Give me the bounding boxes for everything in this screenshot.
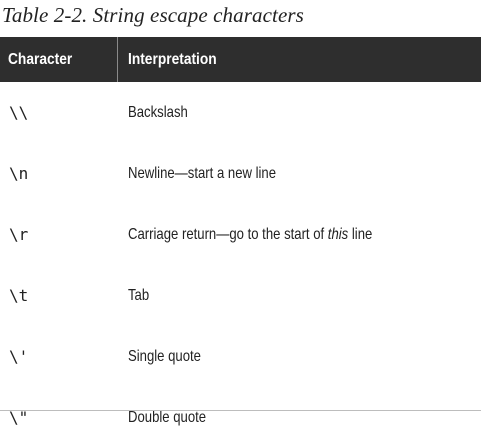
row-character: \n — [9, 164, 29, 183]
row-character: \" — [9, 408, 29, 427]
row-interpretation: Single quote — [128, 348, 201, 365]
table-bottom-rule — [0, 410, 481, 411]
table-row: \' Single quote — [0, 326, 481, 387]
table-row: \t Tab — [0, 265, 481, 326]
table-row: \n Newline—start a new line — [0, 143, 481, 204]
table-row: \\ Backslash — [0, 82, 481, 143]
interpretation-text-before: Carriage return—go to the start of — [128, 226, 328, 243]
header-interpretation: Interpretation — [128, 51, 217, 68]
interpretation-emphasis: this — [327, 226, 349, 243]
row-interpretation: Carriage return—go to the start of this … — [128, 204, 372, 265]
row-character: \t — [9, 286, 29, 305]
row-character: \' — [9, 347, 29, 366]
row-character: \r — [9, 225, 29, 244]
table-header: Character Interpretation — [0, 37, 481, 82]
row-interpretation: Newline—start a new line — [128, 165, 277, 182]
table-row: \r Carriage return—go to the start of th… — [0, 204, 481, 265]
escape-characters-table: Character Interpretation \\ Backslash \n… — [0, 37, 481, 448]
row-character: \\ — [9, 103, 29, 122]
table-row: \" Double quote — [0, 387, 481, 448]
header-divider — [117, 37, 118, 82]
row-interpretation: Backslash — [128, 104, 188, 121]
interpretation-text-after: line — [348, 226, 373, 243]
row-interpretation: Double quote — [128, 409, 207, 426]
header-character: Character — [8, 51, 73, 68]
row-interpretation: Tab — [128, 287, 150, 304]
table-caption: Table 2-2. String escape characters — [2, 3, 304, 27]
